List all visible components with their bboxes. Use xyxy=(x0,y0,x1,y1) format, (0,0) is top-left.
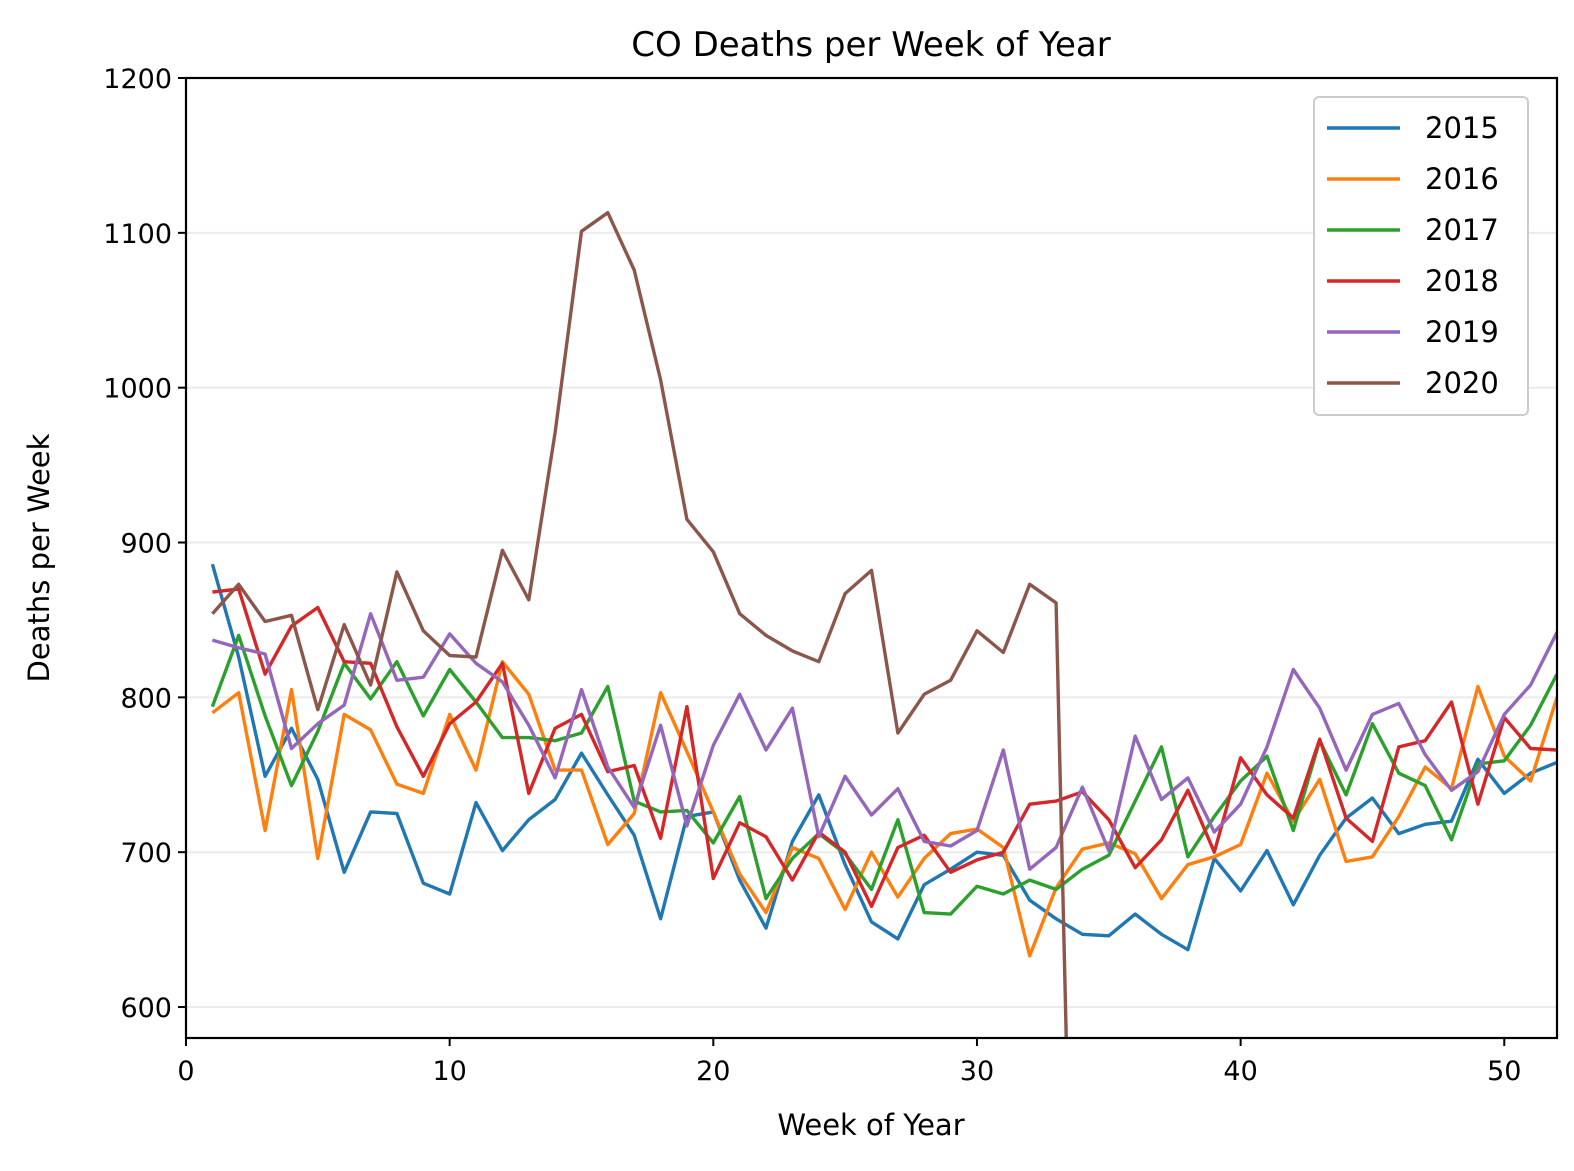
plot-frame xyxy=(184,76,1559,1040)
legend-item-2017: 2017 xyxy=(1327,213,1499,247)
chart-title: CO Deaths per Week of Year xyxy=(631,25,1110,65)
series-line-2019 xyxy=(211,612,1557,871)
series-line-2015 xyxy=(210,563,1557,952)
y-tick-label: 1100 xyxy=(103,219,172,250)
legend-label: 2019 xyxy=(1425,315,1499,349)
legend-label: 2016 xyxy=(1425,162,1499,196)
legend-label: 2020 xyxy=(1425,366,1499,400)
x-tick-label: 30 xyxy=(960,1056,994,1087)
y-tick-label: 700 xyxy=(120,838,172,869)
series-line-2018 xyxy=(212,587,1557,909)
series-line-2017 xyxy=(210,633,1557,916)
axis-ticks: 600 700 800 900 1000 1100 1200 0 10 20 30 40 50 xyxy=(103,64,1521,1087)
legend-label: 2017 xyxy=(1425,213,1499,247)
legend: 2015 2016 2017 2018 2019 2020 xyxy=(1313,96,1529,416)
legend-box xyxy=(1313,96,1529,416)
legend-item-2016: 2016 xyxy=(1327,162,1499,196)
x-axis-title: Week of Year xyxy=(777,1108,964,1142)
legend-label: 2015 xyxy=(1425,111,1499,145)
y-axis-title: Deaths per Week xyxy=(22,433,56,682)
x-tick-label: 50 xyxy=(1487,1056,1521,1087)
y-tick-label: 1000 xyxy=(103,374,172,405)
legend-item-2015: 2015 xyxy=(1327,111,1499,145)
series-lines xyxy=(210,210,1557,1038)
y-tick-label: 800 xyxy=(120,683,172,714)
y-tick-label: 600 xyxy=(120,993,172,1024)
legend-item-2018: 2018 xyxy=(1327,264,1499,298)
x-tick-label: 20 xyxy=(696,1056,730,1087)
legend-item-2020: 2020 xyxy=(1327,366,1499,400)
x-tick-label: 40 xyxy=(1223,1056,1257,1087)
x-tick-label: 0 xyxy=(177,1056,194,1087)
legend-label: 2018 xyxy=(1425,264,1499,298)
legend-item-2019: 2019 xyxy=(1327,315,1499,349)
y-tick-label: 900 xyxy=(120,529,172,560)
x-tick-label: 10 xyxy=(432,1056,466,1087)
y-tick-label: 1200 xyxy=(103,64,172,95)
series-line-2020 xyxy=(211,210,1068,1038)
